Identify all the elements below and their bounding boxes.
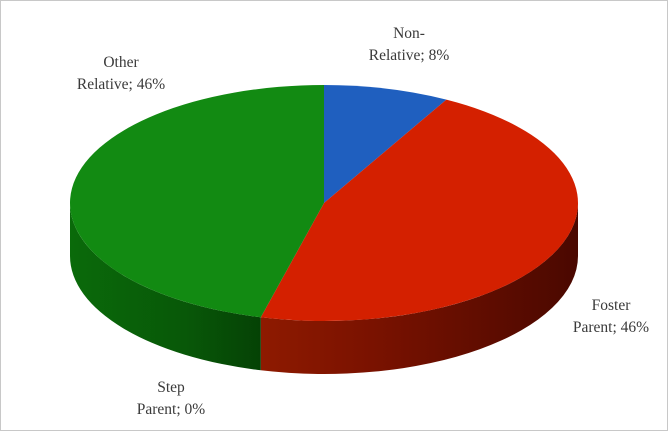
pie-slice-other-relative — [70, 85, 324, 318]
label-non-relative-line2: Relative; 8% — [368, 47, 450, 64]
label-non-relative: Non- Relative; 8% — [341, 23, 477, 67]
pie-top-layer — [70, 85, 579, 322]
pie-side-layer — [70, 203, 578, 375]
label-other-relative-line1: Other — [103, 54, 139, 71]
pie-side-other-relative — [70, 203, 261, 371]
label-step-parent-line1: Step — [157, 379, 185, 396]
label-step-parent: Step Parent; 0% — [116, 377, 226, 421]
label-non-relative-line1: Non- — [393, 25, 425, 42]
pie-side-foster-parent — [260, 203, 578, 375]
label-foster-parent: Foster Parent; 46% — [561, 295, 661, 339]
label-other-relative-line2: Relative; 46% — [76, 76, 166, 93]
label-step-parent-line2: Parent; 0% — [136, 401, 206, 418]
pie-slice-non-relative — [324, 85, 447, 203]
label-other-relative: Other Relative; 46% — [53, 52, 189, 96]
label-foster-parent-line2: Parent; 46% — [572, 319, 650, 336]
label-foster-parent-line1: Foster — [591, 297, 631, 314]
pie-slice-foster-parent — [260, 99, 579, 322]
